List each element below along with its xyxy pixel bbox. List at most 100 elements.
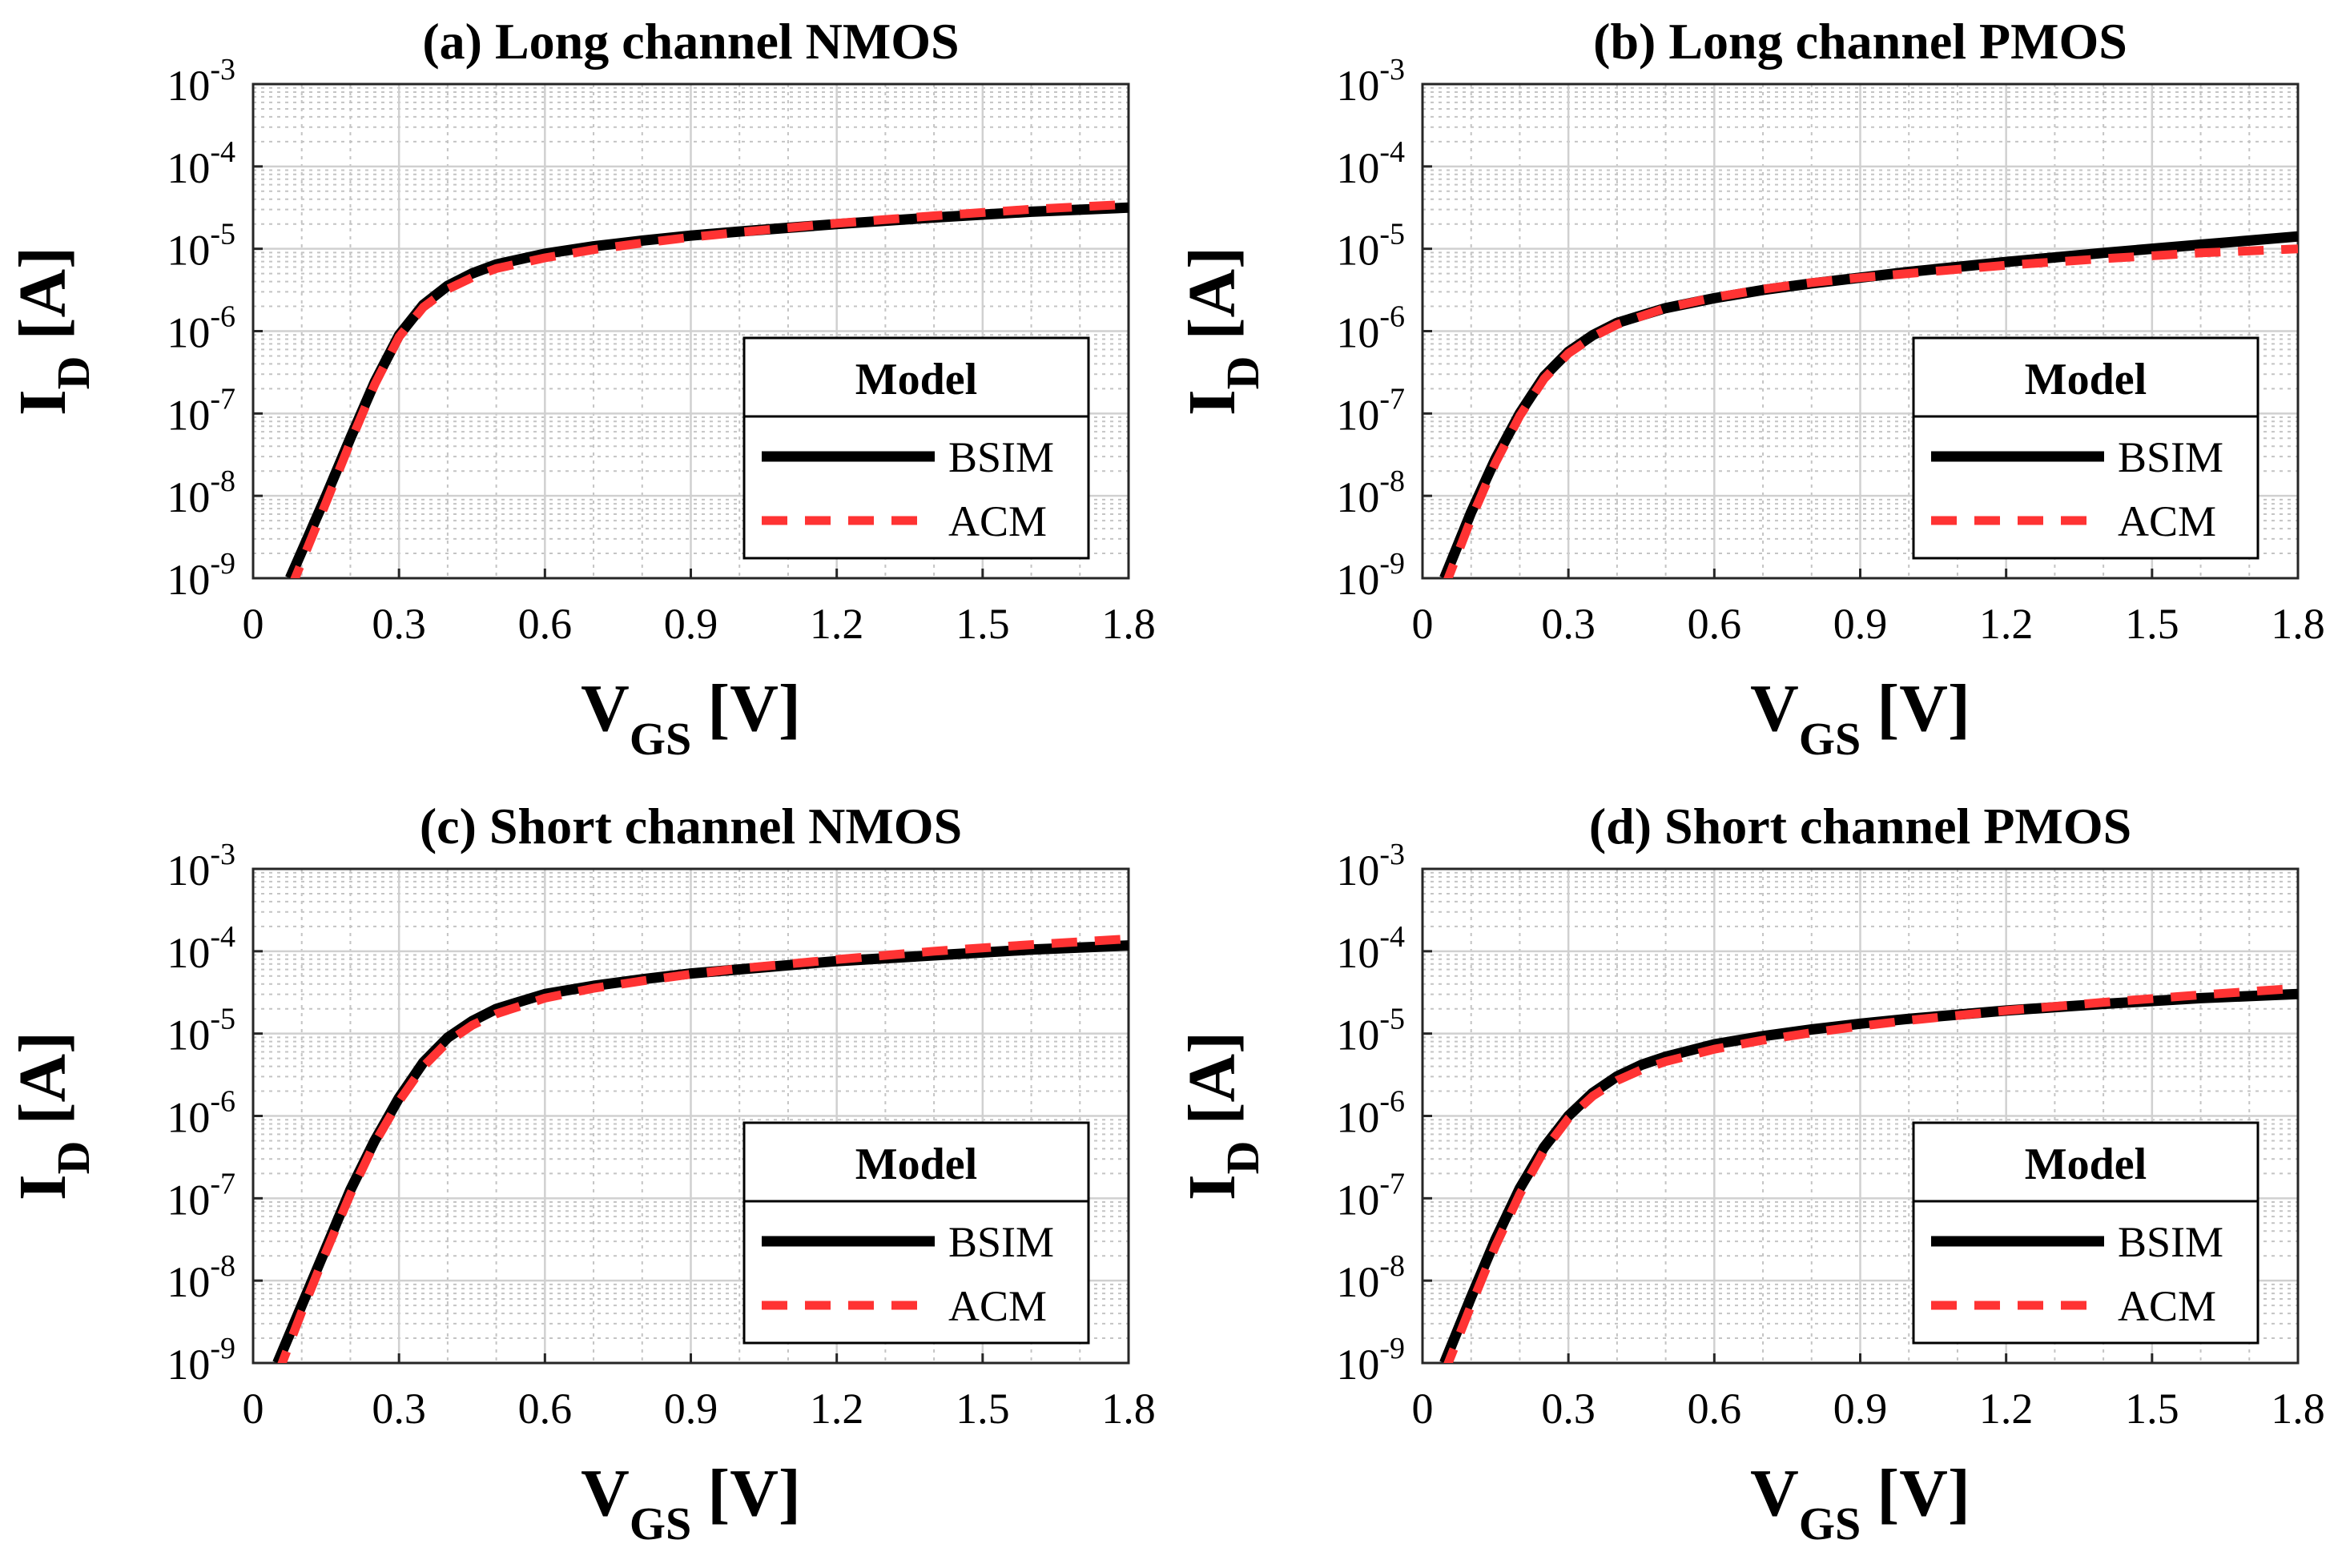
y-tick-base: 10: [167, 62, 210, 110]
y-tick-label: 10-4: [1336, 920, 1405, 977]
y-axis-unit: [A]: [6, 247, 80, 340]
legend-title: Model: [2025, 355, 2147, 404]
y-tick-base: 10: [167, 144, 210, 192]
y-tick-exponent: -5: [1379, 1003, 1405, 1036]
series-line-acm: [1443, 244, 2298, 578]
y-tick-base: 10: [1336, 473, 1379, 521]
x-tick-label: 1.5: [956, 1385, 1010, 1433]
x-tick-label: 0.6: [518, 1385, 573, 1433]
y-axis-var: I: [1175, 389, 1249, 416]
x-tick-label: 1.2: [1979, 600, 2034, 648]
y-axis-subscript: D: [1217, 1141, 1269, 1175]
series-line-acm: [290, 199, 1129, 578]
legend: Model BSIM ACM: [742, 1121, 1090, 1345]
legend-title: Model: [855, 355, 977, 404]
y-tick-base: 10: [1336, 62, 1379, 110]
y-tick-exponent: -4: [210, 135, 235, 169]
x-axis-var: V: [581, 671, 630, 746]
x-axis-unit: [V]: [707, 1456, 801, 1530]
y-tick-label: 10-7: [167, 1167, 235, 1224]
x-axis-label: VGS [V]: [1750, 1456, 1970, 1550]
legend-entry-bsim: BSIM: [2118, 1218, 2223, 1266]
y-tick-exponent: -4: [210, 920, 235, 954]
y-tick-base: 10: [1336, 556, 1379, 604]
x-tick-label: 0: [243, 1385, 264, 1433]
x-axis-var: V: [1750, 1456, 1799, 1530]
x-axis-subscript: GS: [1799, 713, 1861, 765]
y-tick-label: 10-9: [167, 547, 235, 604]
x-axis-var: V: [581, 1456, 630, 1530]
y-tick-label: 10-8: [167, 464, 235, 521]
y-tick-base: 10: [1336, 144, 1379, 192]
y-axis-var: I: [6, 389, 80, 416]
y-tick-base: 10: [167, 473, 210, 521]
y-tick-exponent: -8: [210, 1249, 235, 1283]
y-tick-label: 10-9: [167, 1332, 235, 1389]
y-tick-base: 10: [167, 556, 210, 604]
x-tick-label: 0.3: [1541, 600, 1596, 648]
y-tick-base: 10: [167, 1176, 210, 1224]
y-tick-label: 10-7: [1336, 1167, 1405, 1224]
y-tick-base: 10: [1336, 227, 1379, 275]
legend-entry-bsim: BSIM: [2118, 433, 2223, 481]
y-axis-label: ID [A]: [1175, 247, 1269, 416]
x-axis-unit: [V]: [1877, 671, 1970, 746]
x-tick-label: 0.6: [1688, 600, 1742, 648]
y-tick-base: 10: [167, 227, 210, 275]
chart-panel-2: 0 0.3 0.6 0.9 1.2 1.5 1.810-910-810-710-610-51…: [6, 798, 1156, 1550]
y-tick-label: 10-3: [1336, 53, 1405, 110]
y-tick-exponent: -7: [210, 382, 235, 416]
x-axis-label: VGS [V]: [1750, 671, 1970, 765]
y-tick-exponent: -4: [1379, 135, 1405, 169]
x-tick-label: 0.9: [1833, 600, 1888, 648]
y-tick-base: 10: [167, 1094, 210, 1142]
series-line-acm: [1443, 983, 2298, 1363]
y-tick-base: 10: [1336, 1176, 1379, 1224]
y-tick-exponent: -7: [1379, 382, 1405, 416]
y-tick-exponent: -9: [1379, 547, 1405, 581]
y-tick-exponent: -8: [1379, 1249, 1405, 1283]
y-tick-label: 10-9: [1336, 547, 1405, 604]
y-tick-label: 10-6: [1336, 300, 1405, 357]
legend: Model BSIM ACM: [1912, 336, 2259, 560]
y-axis-label: ID [A]: [6, 247, 99, 416]
y-tick-label: 10-4: [167, 920, 235, 977]
x-tick-label: 1.5: [956, 600, 1010, 648]
x-tick-label: 0.3: [1541, 1385, 1596, 1433]
y-tick-exponent: -4: [1379, 920, 1405, 954]
y-tick-label: 10-5: [1336, 218, 1405, 275]
x-tick-label: 0.9: [664, 600, 718, 648]
y-tick-base: 10: [167, 309, 210, 357]
y-axis-var: I: [6, 1174, 80, 1200]
y-tick-label: 10-5: [1336, 1003, 1405, 1059]
y-tick-label: 10-6: [1336, 1085, 1405, 1142]
y-axis-subscript: D: [47, 1141, 99, 1175]
legend-entry-acm: ACM: [948, 497, 1047, 545]
y-tick-label: 10-7: [1336, 382, 1405, 439]
y-tick-exponent: -5: [1379, 218, 1405, 251]
y-axis-unit: [A]: [1175, 247, 1249, 340]
y-tick-exponent: -3: [1379, 53, 1405, 86]
x-tick-label: 1.8: [1101, 600, 1156, 648]
x-tick-label: 0: [1412, 1385, 1434, 1433]
x-axis-var: V: [1750, 671, 1799, 746]
y-tick-label: 10-3: [167, 53, 235, 110]
chart-panel-1: 0 0.3 0.6 0.9 1.2 1.5 1.810-910-810-710-610-51…: [1175, 13, 2325, 765]
y-tick-exponent: -6: [210, 1085, 235, 1119]
legend: Model BSIM ACM: [742, 336, 1090, 560]
x-axis-label: VGS [V]: [581, 671, 801, 765]
x-tick-label: 1.5: [2125, 1385, 2179, 1433]
y-axis-label: ID [A]: [1175, 1031, 1269, 1200]
y-tick-exponent: -6: [1379, 1085, 1405, 1119]
x-tick-label: 0.3: [372, 1385, 426, 1433]
y-axis-var: I: [1175, 1174, 1249, 1200]
chart-panel-3: 0 0.3 0.6 0.9 1.2 1.5 1.810-910-810-710-610-51…: [1175, 798, 2325, 1550]
y-tick-label: 10-5: [167, 1003, 235, 1059]
y-tick-exponent: -7: [1379, 1167, 1405, 1200]
legend: Model BSIM ACM: [1912, 1121, 2259, 1345]
y-tick-base: 10: [167, 846, 210, 895]
x-tick-label: 0.3: [372, 600, 426, 648]
y-axis-unit: [A]: [1175, 1031, 1249, 1125]
y-tick-label: 10-8: [1336, 464, 1405, 521]
